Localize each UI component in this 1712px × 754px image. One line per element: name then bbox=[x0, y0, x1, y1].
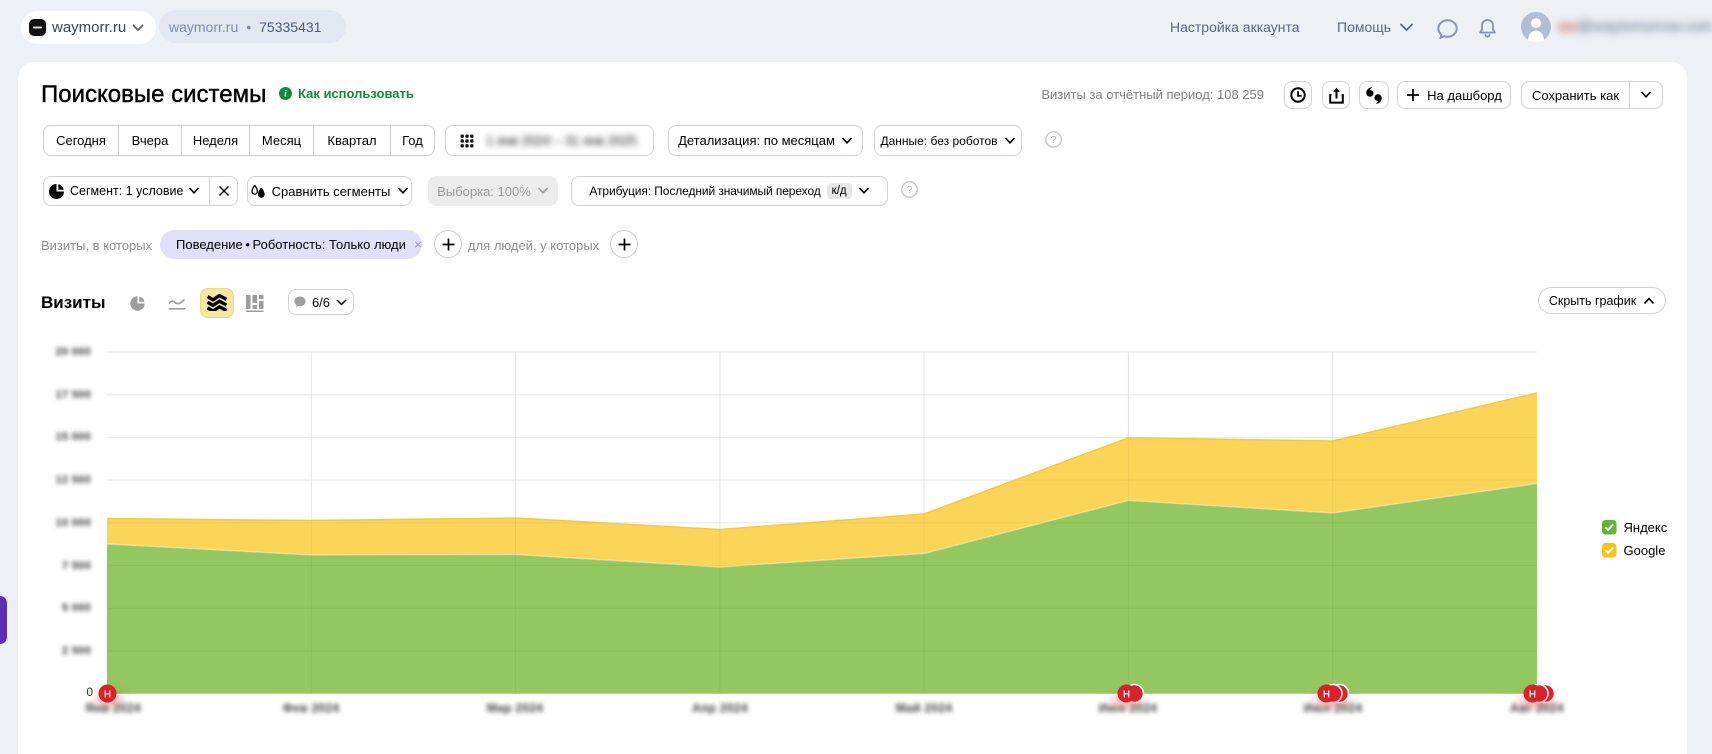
svg-text:?: ? bbox=[907, 184, 913, 196]
svg-text:Н: Н bbox=[1123, 690, 1130, 701]
svg-text:Н: Н bbox=[1529, 690, 1536, 701]
svg-text:?: ? bbox=[1051, 134, 1057, 146]
svg-text:Н: Н bbox=[1323, 690, 1330, 701]
svg-text:i: i bbox=[284, 89, 287, 99]
